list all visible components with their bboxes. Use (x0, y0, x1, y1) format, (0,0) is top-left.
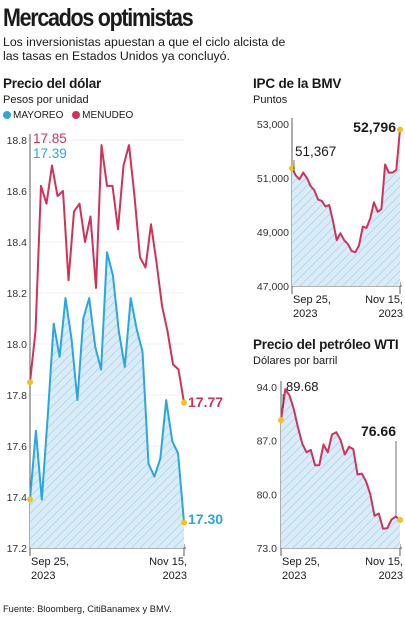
dolar-chart-unit: Pesos por unidad (3, 94, 89, 106)
dolar-menudeo-end-dot (181, 399, 187, 406)
wti-start-label: 89.68 (286, 379, 319, 394)
ipc-ipc-end-dot (397, 126, 403, 133)
dolar-x-label-start: Sep 25, (31, 556, 69, 568)
wti-ytick-label: 94.0 (257, 382, 278, 394)
dolar-legend: MAYOREO MENUDEO (3, 110, 133, 121)
dolar-x-label-start: 2023 (31, 570, 55, 582)
wti-end-label: 76.66 (361, 423, 396, 439)
ipc-ytick-label: 49,000 (257, 227, 289, 239)
page-title: Mercados optimistas (3, 4, 194, 32)
wti-wti-start-dot (278, 417, 284, 424)
wti-x-label-end: 2023 (379, 570, 403, 582)
ipc-x-label-start: Sep 25, (293, 294, 331, 306)
wti-x-label-start: Sep 25, (282, 556, 320, 568)
dolar-mayoreo-start-dot (27, 496, 33, 503)
menudeo-legend-dot (72, 111, 81, 119)
dolar-mayoreo-end-label: 17.30 (188, 511, 223, 527)
dolar-ytick-label: 17.2 (7, 543, 28, 555)
ipc-ipc-line (291, 129, 401, 254)
dolar-ytick-label: 17.8 (7, 390, 28, 402)
dolar-ytick-label: 17.6 (7, 441, 28, 453)
ipc-end-label: 52,796 (353, 119, 396, 135)
ipc-x-label-start: 2023 (293, 308, 317, 320)
mayoreo-legend-dot (3, 111, 11, 119)
dolar-x-label-end: Nov 15, (149, 556, 187, 568)
ipc-ytick-label: 51,000 (257, 173, 289, 185)
dolar-menudeo-start-dot (27, 379, 33, 386)
dolar-area (30, 252, 184, 548)
ipc-start-label: 51,367 (295, 144, 336, 159)
dolar-ytick-label: 18.6 (7, 186, 28, 198)
wti-ytick-label: 87.0 (257, 436, 278, 448)
dolar-ytick-label: 18.2 (7, 288, 28, 300)
wti-ytick-label: 80.0 (257, 489, 278, 501)
dolar-ytick-label: 18.8 (7, 135, 28, 147)
wti-x-label-start: 2023 (282, 570, 306, 582)
page-subtitle: Los inversionistas apuestan a que el cic… (3, 35, 286, 63)
dolar-ytick-label: 17.4 (7, 492, 28, 504)
dolar-mayoreo-start-label: 17.39 (33, 146, 67, 161)
dolar-mayoreo-end-dot (181, 519, 187, 526)
ipc-chart-unit: Puntos (253, 94, 288, 106)
mayoreo-legend-label: MAYOREO (13, 110, 64, 121)
menudeo-legend-label: MENUDEO (82, 110, 134, 121)
ipc-x-label-end: Nov 15, (365, 294, 403, 306)
wti-chart-title: Precio del petróleo WTI (253, 337, 399, 352)
ipc-ytick-label: 47,000 (257, 281, 289, 293)
dolar-menudeo-line (29, 144, 185, 403)
ipc-ytick-label: 53,000 (257, 119, 289, 131)
ipc-chart-title: IPC de la BMV (253, 76, 342, 91)
dolar-ytick-label: 18.0 (7, 339, 28, 351)
dolar-ytick-label: 18.4 (7, 237, 28, 249)
wti-wti-end-dot (397, 516, 403, 523)
source-note: Fuente: Bloomberg, CitiBanamex y BMV. (3, 604, 172, 614)
wti-area (281, 389, 400, 548)
dolar-menudeo-start-label: 17.85 (33, 131, 67, 146)
wti-wti-line (280, 388, 401, 530)
dolar-chart-title: Precio del dólar (3, 76, 102, 91)
dolar-x-label-end: 2023 (163, 570, 187, 582)
ipc-x-label-end: 2023 (379, 308, 403, 320)
wti-ytick-label: 73.0 (257, 543, 278, 555)
dolar-mayoreo-line (29, 251, 185, 523)
wti-x-label-end: Nov 15, (365, 556, 403, 568)
dolar-menudeo-end-label: 17.77 (188, 394, 223, 410)
ipc-area (292, 129, 400, 286)
wti-chart-unit: Dólares por barril (253, 355, 338, 367)
ipc-ipc-start-dot (289, 165, 295, 172)
